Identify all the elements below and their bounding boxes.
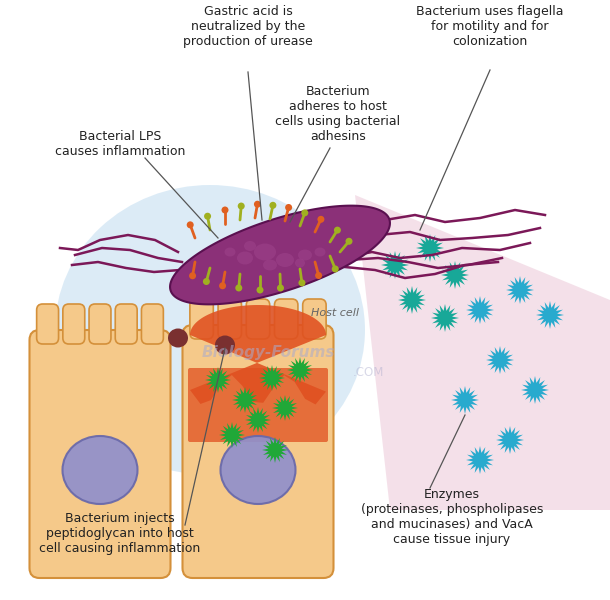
FancyBboxPatch shape: [63, 304, 85, 344]
Text: Host cell: Host cell: [311, 308, 359, 318]
Ellipse shape: [263, 259, 277, 271]
FancyBboxPatch shape: [188, 368, 328, 442]
Polygon shape: [451, 386, 479, 414]
Ellipse shape: [204, 213, 211, 220]
Ellipse shape: [215, 335, 235, 355]
Polygon shape: [466, 296, 494, 324]
FancyBboxPatch shape: [29, 330, 171, 578]
Text: Biology-Forums: Biology-Forums: [201, 344, 335, 359]
Polygon shape: [416, 234, 444, 262]
Ellipse shape: [244, 241, 256, 251]
Ellipse shape: [277, 284, 284, 292]
Ellipse shape: [315, 247, 326, 257]
Polygon shape: [496, 426, 524, 454]
Ellipse shape: [220, 436, 295, 504]
Polygon shape: [232, 387, 258, 413]
Ellipse shape: [315, 272, 322, 279]
Ellipse shape: [55, 185, 365, 475]
Polygon shape: [521, 376, 549, 404]
Ellipse shape: [254, 244, 276, 260]
Ellipse shape: [219, 282, 226, 289]
Ellipse shape: [334, 227, 341, 233]
FancyBboxPatch shape: [142, 304, 163, 344]
Text: Bacterium injects
peptidoglycan into host
cell causing inflammation: Bacterium injects peptidoglycan into hos…: [40, 512, 201, 555]
FancyBboxPatch shape: [218, 299, 242, 339]
Polygon shape: [245, 407, 271, 433]
Polygon shape: [287, 357, 313, 383]
Polygon shape: [219, 422, 245, 448]
Polygon shape: [355, 195, 610, 510]
Polygon shape: [506, 276, 534, 304]
Text: .COM: .COM: [353, 365, 384, 379]
FancyBboxPatch shape: [115, 304, 137, 344]
FancyBboxPatch shape: [246, 299, 270, 339]
Ellipse shape: [189, 272, 196, 279]
Ellipse shape: [221, 206, 229, 214]
Polygon shape: [486, 346, 514, 374]
Polygon shape: [398, 286, 426, 314]
Ellipse shape: [345, 238, 353, 245]
Text: Bacterium
adheres to host
cells using bacterial
adhesins: Bacterium adheres to host cells using ba…: [276, 85, 401, 143]
Ellipse shape: [238, 203, 245, 209]
Polygon shape: [190, 305, 326, 404]
Polygon shape: [441, 261, 469, 289]
Polygon shape: [381, 251, 409, 279]
Ellipse shape: [224, 247, 235, 257]
FancyBboxPatch shape: [37, 304, 59, 344]
Ellipse shape: [203, 278, 210, 285]
Ellipse shape: [285, 204, 292, 211]
Polygon shape: [205, 367, 231, 393]
Polygon shape: [262, 437, 288, 463]
Ellipse shape: [237, 251, 253, 265]
Text: Gastric acid is
neutralized by the
production of urease: Gastric acid is neutralized by the produ…: [183, 5, 313, 48]
Ellipse shape: [270, 202, 276, 209]
FancyBboxPatch shape: [303, 299, 326, 339]
Ellipse shape: [301, 209, 308, 217]
Ellipse shape: [298, 280, 306, 286]
Ellipse shape: [187, 221, 194, 229]
Ellipse shape: [298, 250, 312, 260]
FancyBboxPatch shape: [190, 299, 214, 339]
Polygon shape: [170, 206, 390, 304]
Ellipse shape: [332, 265, 339, 272]
Polygon shape: [259, 365, 285, 391]
Text: Bacterium uses flagella
for motility and for
colonization: Bacterium uses flagella for motility and…: [416, 5, 564, 48]
FancyBboxPatch shape: [89, 304, 111, 344]
Text: Enzymes
(proteinases, phospholipases
and mucinases) and VacA
cause tissue injury: Enzymes (proteinases, phospholipases and…: [361, 488, 543, 546]
Ellipse shape: [254, 201, 261, 208]
Ellipse shape: [317, 216, 325, 223]
Text: Bacterial LPS
causes inflammation: Bacterial LPS causes inflammation: [55, 130, 185, 158]
Ellipse shape: [295, 259, 305, 268]
Ellipse shape: [276, 253, 294, 267]
Ellipse shape: [168, 329, 188, 347]
FancyBboxPatch shape: [274, 299, 298, 339]
Ellipse shape: [62, 436, 137, 504]
Ellipse shape: [235, 284, 242, 292]
Polygon shape: [272, 395, 298, 421]
FancyBboxPatch shape: [182, 325, 334, 578]
Ellipse shape: [256, 286, 264, 293]
Polygon shape: [431, 304, 459, 332]
Polygon shape: [466, 446, 494, 474]
Polygon shape: [536, 301, 564, 329]
